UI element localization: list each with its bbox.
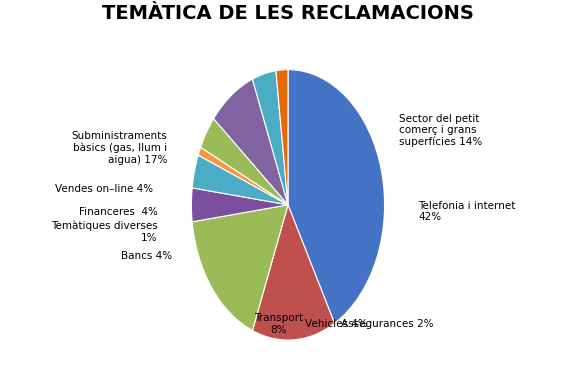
Text: Bancs 4%: Bancs 4% (121, 251, 172, 261)
Text: Telefonia i internet
42%: Telefonia i internet 42% (418, 201, 516, 222)
Text: Transport
8%: Transport 8% (254, 313, 303, 335)
Wedge shape (276, 70, 288, 205)
Wedge shape (252, 71, 288, 205)
Wedge shape (214, 79, 288, 205)
Text: Financeres  4%: Financeres 4% (79, 207, 158, 217)
Text: Sector del petit
comerç i grans
superfícies 14%: Sector del petit comerç i grans superfíc… (399, 113, 482, 147)
Wedge shape (198, 147, 288, 205)
Text: Vendes on–line 4%: Vendes on–line 4% (55, 184, 153, 194)
Text: Temàtiques diverses
1%: Temàtiques diverses 1% (51, 221, 158, 243)
Text: Assegurances 2%: Assegurances 2% (341, 319, 434, 329)
Wedge shape (252, 205, 335, 340)
Wedge shape (288, 70, 385, 323)
Text: Subministraments
bàsics (gas, llum i
aigua) 17%: Subministraments bàsics (gas, llum i aig… (71, 131, 167, 165)
Wedge shape (192, 155, 288, 205)
Wedge shape (191, 188, 288, 222)
Wedge shape (200, 119, 288, 205)
Title: TEMÀTICA DE LES RECLAMACIONS: TEMÀTICA DE LES RECLAMACIONS (102, 4, 474, 23)
Wedge shape (192, 205, 288, 330)
Text: Vehicles 4%: Vehicles 4% (305, 319, 368, 329)
